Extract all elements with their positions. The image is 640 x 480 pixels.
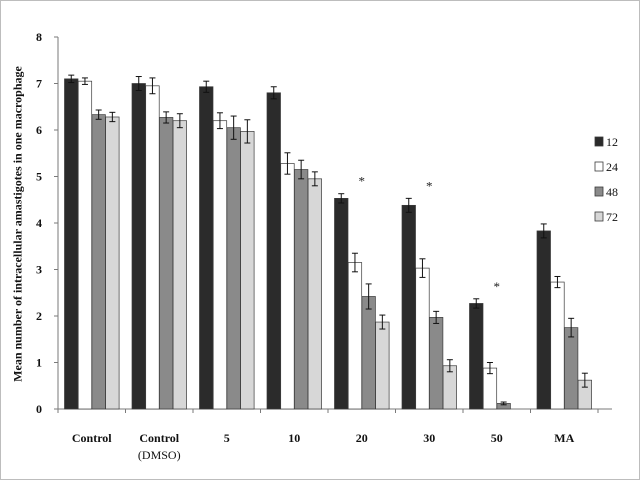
bars bbox=[64, 78, 592, 410]
bar-48-5 bbox=[429, 317, 444, 410]
significance-star: * bbox=[426, 178, 433, 193]
bar-12-4 bbox=[334, 198, 349, 410]
y-tick-label: 3 bbox=[36, 263, 42, 277]
x-tick-labels: Control Control (DMSO) 5 10 20 30 50 MA bbox=[72, 431, 575, 462]
bar-24-2 bbox=[212, 120, 228, 410]
x-tick-label: 30 bbox=[423, 431, 435, 445]
bar-72-2 bbox=[240, 131, 255, 410]
bar-72-0 bbox=[105, 116, 120, 410]
legend-swatch-72 bbox=[594, 211, 604, 222]
bar-12-6 bbox=[469, 303, 484, 410]
significance-star: * bbox=[359, 174, 366, 189]
bar-48-2 bbox=[226, 127, 241, 410]
bar-24-1 bbox=[145, 85, 160, 410]
x-tick-label: Control bbox=[72, 431, 112, 445]
y-tick-label: 5 bbox=[36, 170, 42, 184]
bar-24-5 bbox=[415, 267, 430, 410]
x-tick-label: 50 bbox=[491, 431, 503, 445]
x-tick-label: MA bbox=[554, 431, 574, 445]
bar-48-1 bbox=[159, 117, 174, 410]
bar-12-0 bbox=[64, 78, 79, 410]
y-tick-labels: 0 1 2 3 4 5 6 7 8 bbox=[36, 30, 42, 416]
legend-swatch-48 bbox=[594, 186, 604, 197]
bar-12-1 bbox=[131, 83, 146, 410]
significance-star: * bbox=[494, 279, 501, 294]
bar-48-0 bbox=[91, 114, 106, 410]
bar-48-7 bbox=[564, 327, 579, 410]
bar-72-1 bbox=[172, 120, 187, 410]
legend-swatch-24 bbox=[594, 161, 604, 172]
bar-12-5 bbox=[401, 204, 416, 410]
y-tick-label: 0 bbox=[36, 402, 42, 416]
bar-48-3 bbox=[294, 169, 309, 410]
bar-72-4 bbox=[375, 321, 390, 410]
bar-24-0 bbox=[77, 80, 93, 410]
x-tick-label: 5 bbox=[224, 431, 230, 445]
y-tick-label: 1 bbox=[36, 356, 42, 370]
legend-label-48: 48 bbox=[606, 185, 618, 199]
legend-swatch-12 bbox=[594, 136, 604, 147]
y-tick-label: 7 bbox=[36, 77, 42, 91]
x-tick-label: 10 bbox=[288, 431, 300, 445]
x-tick-label: Control (DMSO) bbox=[138, 431, 181, 462]
bar-48-4 bbox=[361, 296, 376, 410]
y-tick-label: 6 bbox=[36, 123, 42, 137]
x-tick-label: 20 bbox=[356, 431, 368, 445]
bar-72-3 bbox=[307, 178, 322, 410]
bar-12-3 bbox=[266, 92, 281, 410]
error-bars bbox=[68, 74, 588, 406]
y-tick-label: 4 bbox=[36, 216, 42, 230]
bar-24-4 bbox=[347, 262, 363, 410]
legend-label-12: 12 bbox=[606, 135, 618, 149]
y-tick-label: 8 bbox=[36, 30, 42, 44]
bar-24-7 bbox=[550, 281, 565, 410]
y-tick-label: 2 bbox=[36, 309, 42, 323]
bar-12-2 bbox=[199, 86, 214, 410]
bar-12-7 bbox=[536, 230, 551, 410]
bar-24-6 bbox=[482, 367, 498, 410]
significance-markers: * * * bbox=[359, 174, 501, 294]
legend: 12 24 48 72 bbox=[594, 135, 618, 224]
bar-24-3 bbox=[280, 163, 295, 410]
legend-label-24: 24 bbox=[606, 160, 618, 174]
legend-label-72: 72 bbox=[606, 210, 618, 224]
